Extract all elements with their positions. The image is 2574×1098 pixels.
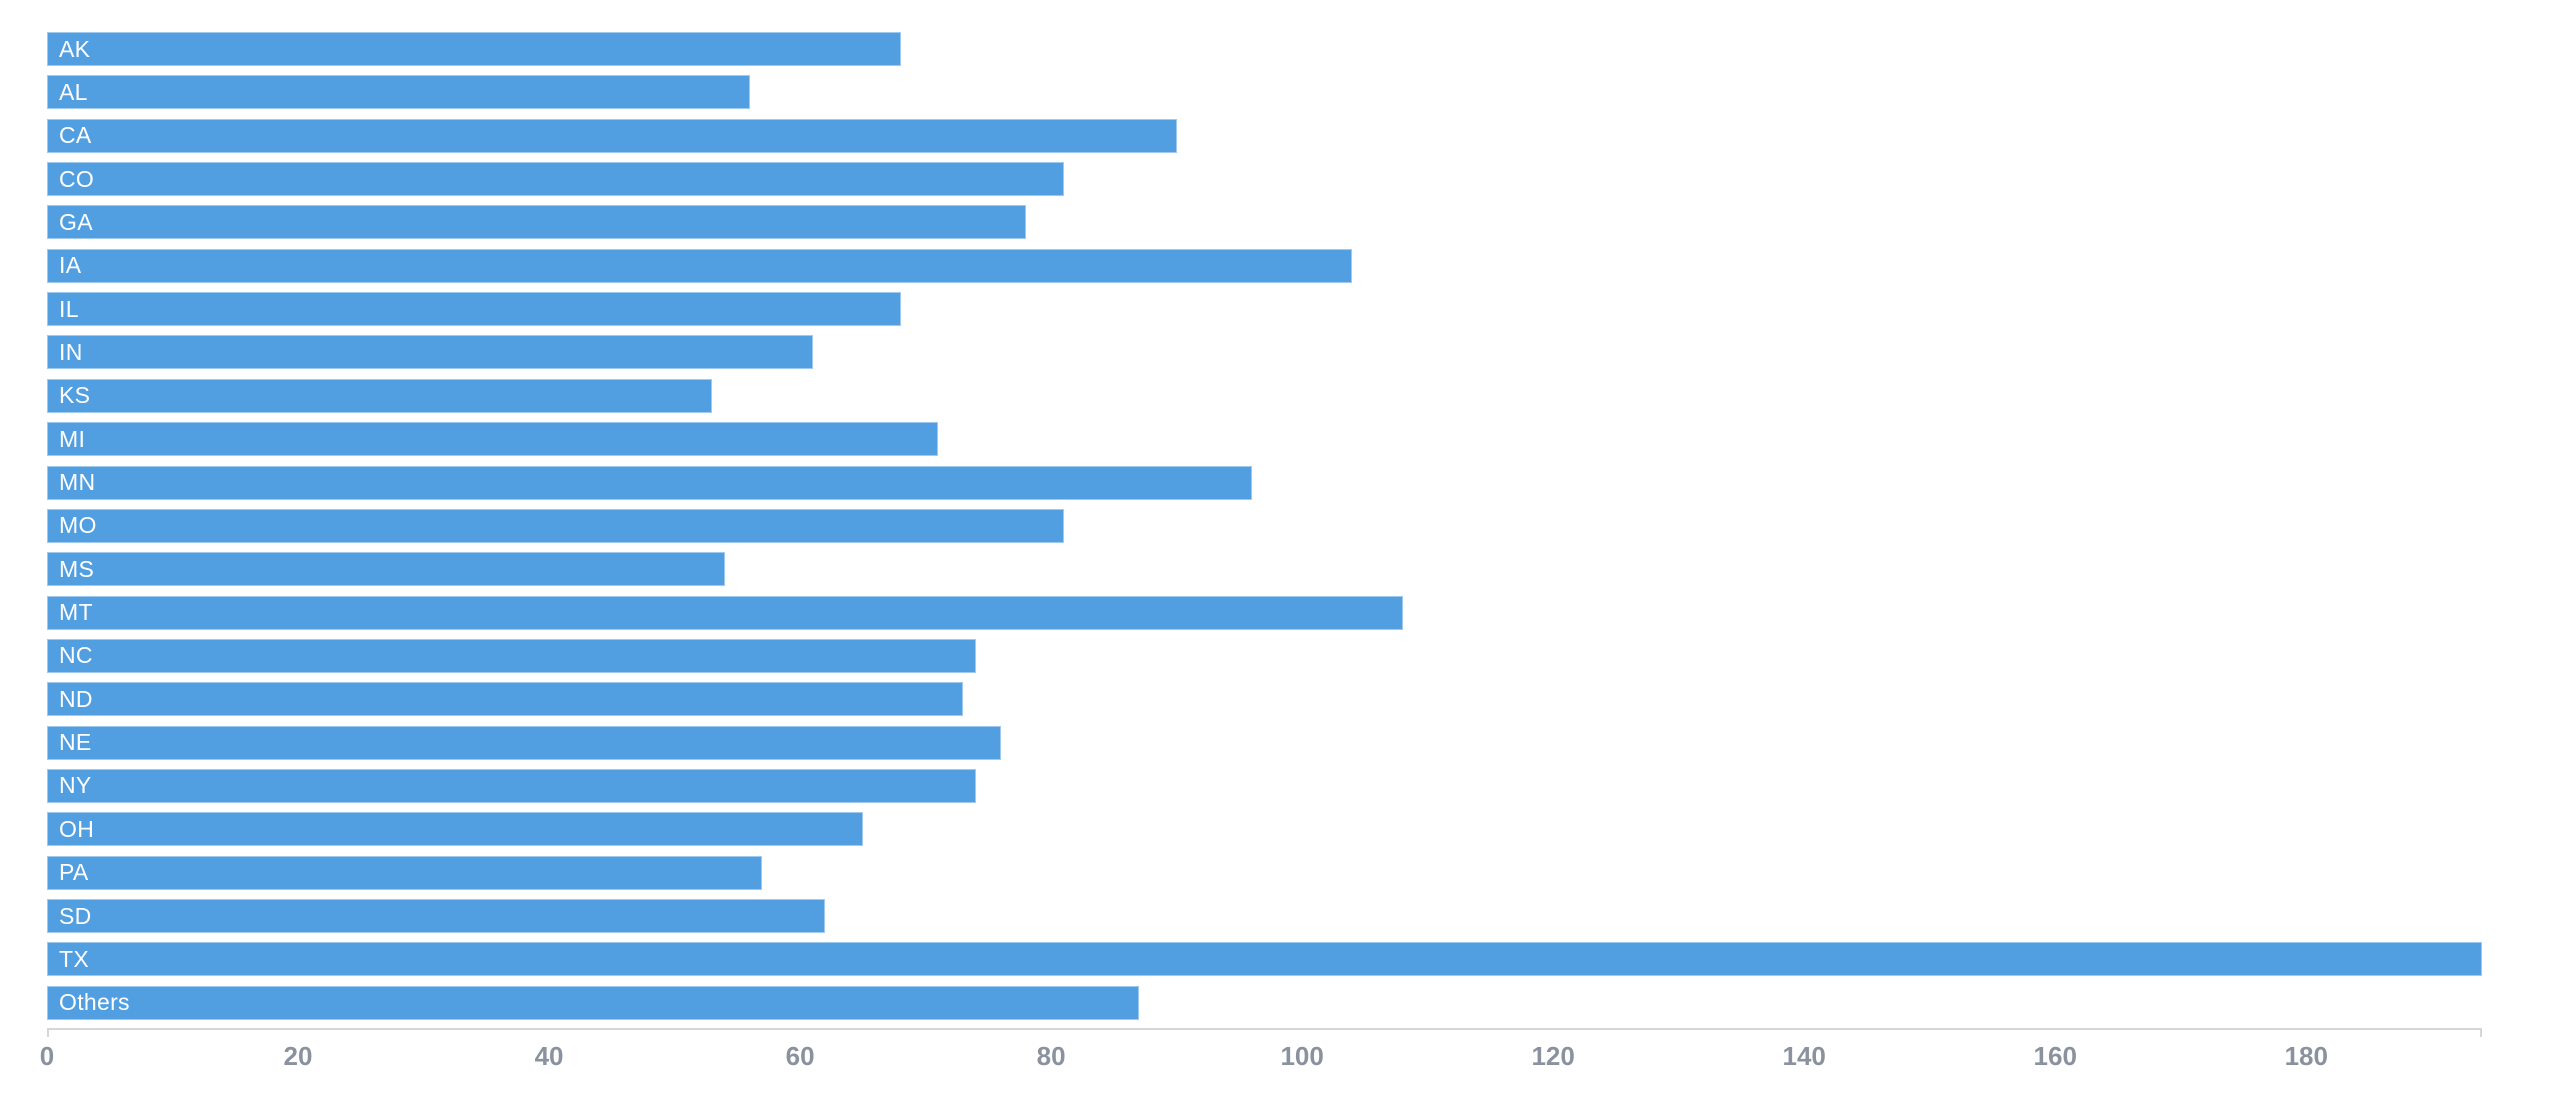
x-axis-end-tick [47,1028,49,1037]
bar[interactable]: CA [47,118,1177,153]
x-axis-tick-label: 100 [1280,1041,1324,1071]
bar[interactable]: MI [47,422,939,457]
bar-category-label: IA [59,252,82,279]
bar[interactable]: NE [47,725,1001,760]
bar[interactable]: ND [47,682,964,717]
bar-category-label: ND [59,685,93,712]
bar-category-label: IL [59,295,79,322]
bar[interactable]: KS [47,378,713,413]
bar[interactable]: CO [47,162,1064,197]
bar[interactable]: IN [47,335,813,370]
bar[interactable]: NY [47,768,976,803]
bar-category-label: MT [59,599,93,626]
bar[interactable]: AL [47,75,750,110]
x-axis-tick-label: 140 [1782,1041,1826,1071]
bar[interactable]: MN [47,465,1252,500]
x-axis-tick-label: 20 [283,1041,313,1071]
bar-category-label: OH [59,815,95,842]
x-axis-tick-label: 160 [2033,1041,2077,1071]
bar-category-label: PA [59,859,89,886]
x-axis-tick-label: 180 [2284,1041,2328,1071]
bar-category-label: AL [59,78,88,105]
bar-category-label: GA [59,208,93,235]
bar[interactable]: AK [47,32,901,66]
x-axis-tick-label: 60 [785,1041,815,1071]
bar[interactable]: GA [47,205,1027,240]
bar-category-label: NC [59,642,93,669]
bar[interactable]: OH [47,812,863,847]
bar[interactable]: Others [47,985,1139,1020]
x-axis-line [47,1028,2482,1030]
x-axis-tick-label: 40 [534,1041,564,1071]
bar-category-label: KS [59,382,91,409]
bar-category-label: MS [59,555,95,582]
bar-category-label: NE [59,729,92,756]
bar[interactable]: MS [47,552,725,587]
x-axis-tick-label: 80 [1036,1041,1066,1071]
bar[interactable]: NC [47,638,976,673]
x-axis-tick-label: 0 [39,1041,55,1071]
bar-category-label: AK [59,35,91,62]
bar-category-label: MI [59,425,86,452]
bar-category-label: SD [59,902,92,929]
bar[interactable]: SD [47,899,826,933]
bar[interactable]: TX [47,942,2482,977]
bar-category-label: Others [59,989,130,1016]
bar[interactable]: MO [47,508,1064,543]
bar-category-label: IN [59,338,83,365]
bar-category-label: MN [59,469,96,495]
bar-category-label: CA [59,122,92,149]
bar[interactable]: IL [47,292,901,327]
bar[interactable]: PA [47,855,763,890]
x-axis-end-tick [2480,1028,2482,1037]
bar[interactable]: MT [47,595,1403,630]
bar-category-label: TX [59,945,89,972]
bar-category-label: NY [59,772,92,799]
bar[interactable]: IA [47,248,1353,283]
bar-category-label: MO [59,512,97,539]
bar-category-label: CO [59,165,95,192]
x-axis-tick-label: 120 [1531,1041,1575,1071]
